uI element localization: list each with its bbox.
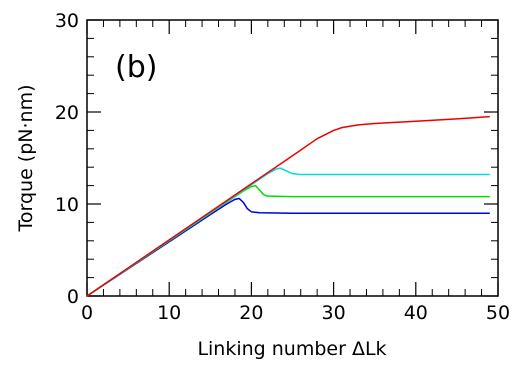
y-axis-label: Torque (pN·nm) — [15, 85, 37, 233]
series-line-0 — [86, 197, 490, 297]
series-line-3 — [86, 115, 490, 297]
y-tick-label: 0 — [67, 286, 79, 308]
tick-labels: 0 10 20 30 40 50 0 10 20 30 — [55, 10, 510, 324]
x-axis-label: Linking number ΔLk — [197, 338, 386, 360]
x-tick-label: 20 — [239, 302, 263, 324]
y-tick-label: 10 — [55, 194, 79, 216]
y-tick-label: 20 — [55, 102, 79, 124]
x-tick-label: 40 — [404, 302, 428, 324]
x-tick-label: 10 — [157, 302, 181, 324]
panel-label: (b) — [115, 50, 157, 85]
plot-frame — [86, 19, 499, 297]
x-tick-label: 30 — [322, 302, 346, 324]
axis-ticks — [86, 19, 499, 297]
y-tick-label: 30 — [55, 10, 79, 32]
x-tick-label: 0 — [81, 302, 93, 324]
series-layer — [86, 115, 490, 297]
series-line-2 — [86, 167, 490, 297]
x-tick-label: 50 — [486, 302, 510, 324]
series-line-1 — [86, 184, 490, 297]
